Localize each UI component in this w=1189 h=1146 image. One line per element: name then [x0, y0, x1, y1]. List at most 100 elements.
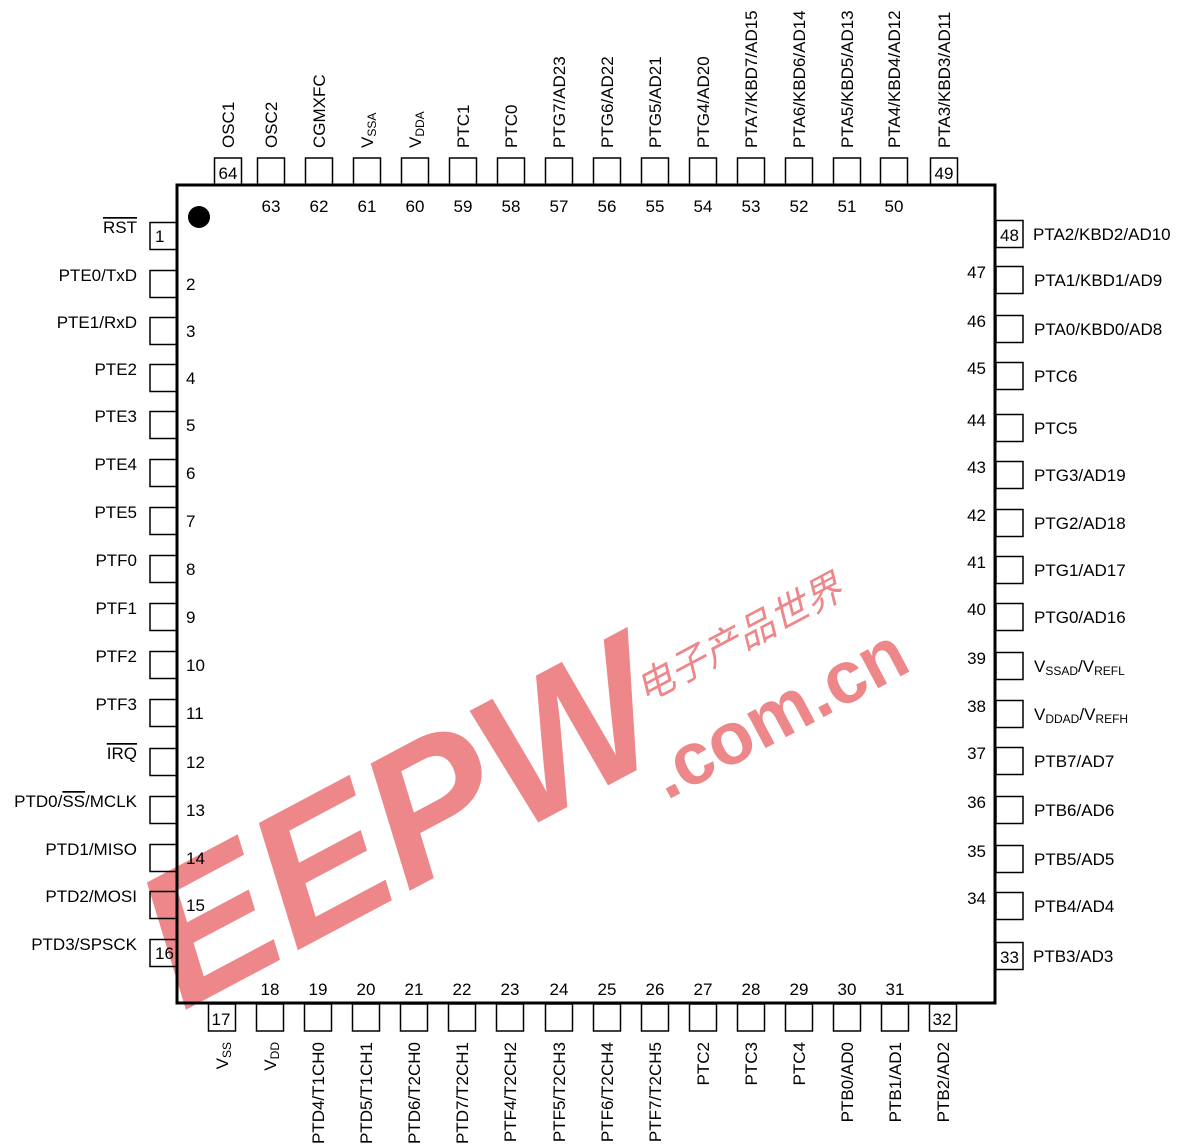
pin-label-pte1-rxd: PTE1/RxD: [57, 313, 137, 332]
pin-label-ptb1-ad1: PTB1/AD1: [886, 1042, 905, 1122]
pin-pad: [736, 1003, 766, 1032]
pin-number: 16: [155, 944, 174, 963]
pin-pad: [149, 938, 178, 968]
pin-21: 21 PTD6/T2CH0: [399, 980, 429, 1144]
pin-50: 50 PTA4/KBD4/AD12: [879, 10, 909, 216]
pin-label-irq: IRQ: [107, 744, 137, 763]
pin-number: 12: [186, 753, 205, 772]
pin-54: 54 PTG4/AD20: [688, 56, 718, 216]
pin-pad: [255, 1003, 285, 1032]
pin-label-rst: RST: [103, 218, 137, 237]
pin-pad: [640, 1003, 670, 1032]
pin-number: 19: [309, 980, 328, 999]
pin-number: 13: [186, 801, 205, 820]
pin-pad: [929, 157, 959, 186]
pin-label-pta0-kbd0-ad8: PTA0/KBD0/AD8: [1034, 320, 1162, 339]
pin-label-ptg1-ad17: PTG1/AD17: [1034, 561, 1126, 580]
pin-41: 41 PTG1/AD17: [967, 553, 1126, 585]
pin-32: 32 PTB2/AD2: [928, 1003, 958, 1122]
pin-number: 30: [838, 980, 857, 999]
pin-pad: [688, 157, 718, 186]
pin-pad: [995, 795, 1024, 825]
pin-36: 36 PTB6/AD6: [967, 793, 1114, 825]
pin-number: 32: [933, 1010, 952, 1029]
pin-label-ptc0: PTC0: [502, 105, 521, 148]
pin-label-pte3: PTE3: [94, 407, 137, 426]
pin-pad: [995, 460, 1024, 490]
pin-56: 56 PTG6/AD22: [592, 56, 622, 216]
pin-number: 9: [186, 608, 195, 627]
pin-43: 43 PTG3/AD19: [967, 458, 1126, 490]
pin-pad: [784, 157, 814, 186]
pin-pad: [640, 157, 670, 186]
pin-pad: [832, 1003, 862, 1032]
pin-label-vss: VSS: [213, 1042, 234, 1069]
pin-pad: [995, 555, 1024, 585]
pin-55: 55 PTG5/AD21: [640, 56, 670, 216]
pin-10: 10 PTF2: [95, 647, 205, 680]
pin-label-ptb3-ad3: PTB3/AD3: [1033, 947, 1113, 966]
pin-64: 64 OSC1: [213, 102, 243, 186]
pin-number: 61: [358, 197, 377, 216]
pin-4: 4 PTE2: [94, 360, 195, 393]
pin-label-ptf0: PTF0: [95, 551, 137, 570]
pin-pad: [995, 361, 1024, 391]
pin-34: 34 PTB4/AD4: [967, 889, 1114, 921]
pin-number: 55: [646, 197, 665, 216]
pin-57: 57 PTG7/AD23: [544, 56, 574, 216]
pin-18: 18 VDD: [255, 980, 285, 1071]
pin-label-ptc2: PTC2: [694, 1042, 713, 1085]
pin-label-pta3-kbd3-ad11: PTA3/KBD3/AD11: [935, 12, 954, 148]
pin-label-ptb2-ad2: PTB2/AD2: [934, 1042, 953, 1122]
pin-16: 16 PTD3/SPSCK: [31, 935, 178, 968]
pin-29: 29 PTC4: [784, 980, 814, 1085]
pin-63: 63 OSC2: [256, 102, 286, 216]
pin-5: 5 PTE3: [94, 407, 195, 440]
pin-45: 45 PTC6: [967, 359, 1077, 391]
pin-label-pta7-kbd7-ad15: PTA7/KBD7/AD15: [742, 10, 761, 148]
pin-number: 54: [694, 197, 713, 216]
pin-pad: [995, 314, 1024, 344]
pin-pad: [995, 413, 1024, 443]
pin-pad: [496, 157, 526, 186]
pin-label-ptf1: PTF1: [95, 599, 137, 618]
pin-pad: [995, 602, 1024, 632]
pin-label-ptc1: PTC1: [454, 105, 473, 148]
pin-30: 30 PTB0/AD0: [832, 980, 862, 1122]
pin-label-pte4: PTE4: [94, 455, 137, 474]
pin-number: 24: [550, 980, 569, 999]
pin-label-ptb6-ad6: PTB6/AD6: [1034, 801, 1114, 820]
pin-number: 2: [186, 275, 195, 294]
pin-2: 2 PTE0/TxD: [59, 266, 195, 299]
eepw-watermark: EEPW .com.cn 电子产品世界: [103, 565, 921, 1048]
pin-label-ptg6-ad22: PTG6/AD22: [598, 56, 617, 148]
pin-number: 8: [186, 560, 195, 579]
pin-label-cgmxfc: CGMXFC: [310, 74, 329, 148]
pin-27: 27 PTC2: [688, 980, 718, 1085]
pin-label-ptf4-t2ch2: PTF4/T2CH2: [501, 1042, 520, 1142]
pin-24: 24 PTF5/T2CH3: [544, 980, 574, 1142]
pin1-marker-dot: [188, 206, 210, 228]
pin-label-pte5: PTE5: [94, 503, 137, 522]
pin-pad: [400, 157, 430, 186]
pin-number: 6: [186, 464, 195, 483]
pin-label-ptc4: PTC4: [790, 1042, 809, 1085]
pin-25: 25 PTF6/T2CH4: [592, 980, 622, 1142]
pin-pad: [995, 891, 1024, 921]
pin-59: 59 PTC1: [448, 105, 478, 216]
pin-pad: [495, 1003, 525, 1032]
pin-pad: [995, 508, 1024, 538]
pin-number: 63: [262, 197, 281, 216]
pin-number: 58: [502, 197, 521, 216]
pin-label-pta6-kbd6-ad14: PTA6/KBD6/AD14: [790, 10, 809, 148]
pin-number: 21: [405, 980, 424, 999]
pin-pad: [256, 157, 286, 186]
pin-label-vssa: VSSA: [358, 113, 379, 148]
pin-label-vssad-vrefl: VSSAD/VREFL: [1034, 657, 1125, 678]
pin-28: 28 PTC3: [736, 980, 766, 1085]
pin-26: 26 PTF7/T2CH5: [640, 980, 670, 1142]
pin-pad: [995, 265, 1024, 295]
pin-pad: [149, 269, 178, 299]
pin-number: 18: [261, 980, 280, 999]
pin-label-ptb0-ad0: PTB0/AD0: [838, 1042, 857, 1122]
